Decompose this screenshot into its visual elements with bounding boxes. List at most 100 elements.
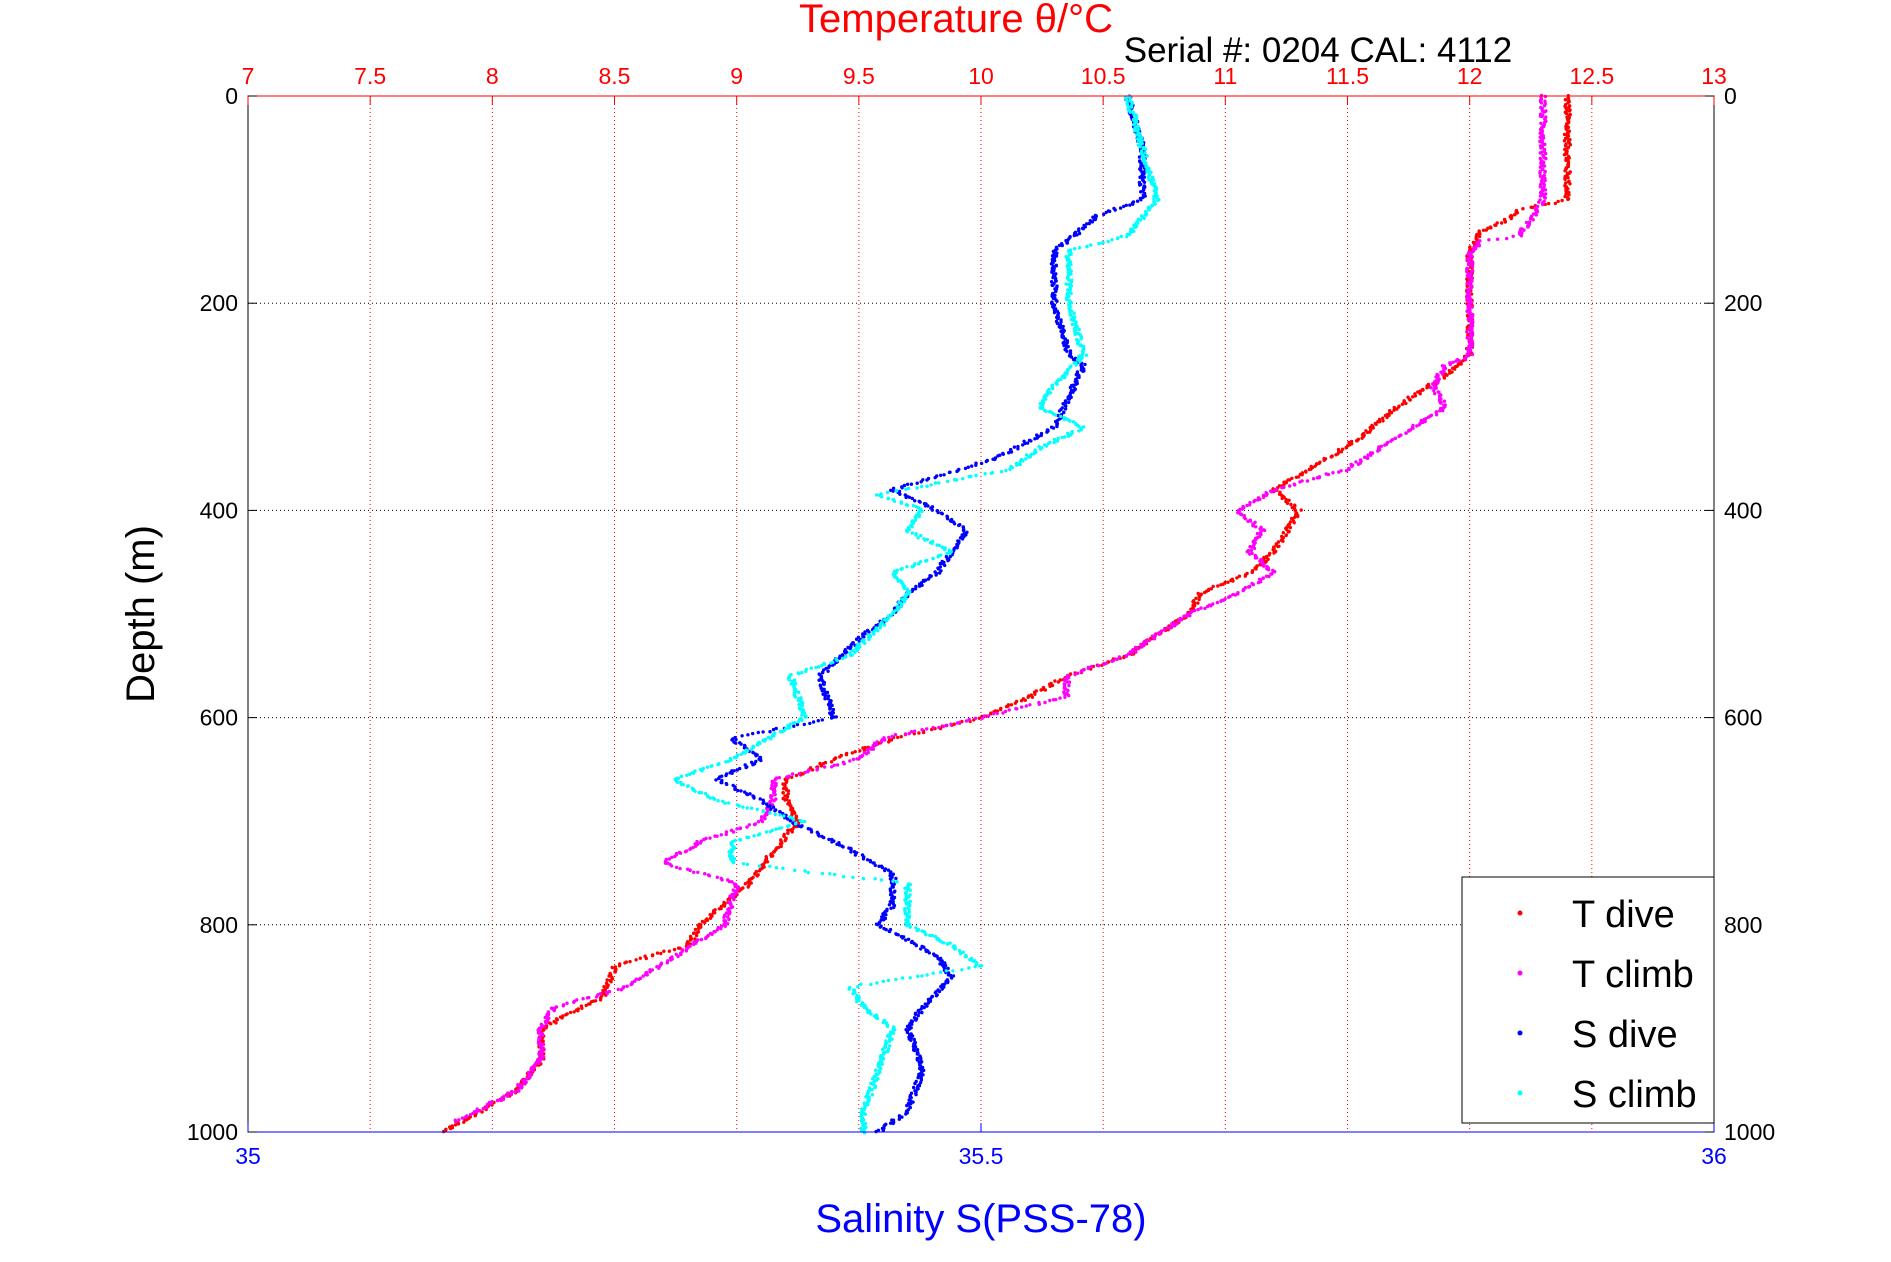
data-point bbox=[1329, 455, 1333, 459]
tick-label-depth-right: 200 bbox=[1724, 290, 1762, 316]
data-point bbox=[565, 1001, 569, 1005]
data-point bbox=[734, 756, 738, 760]
data-point bbox=[688, 847, 692, 851]
data-point bbox=[1393, 436, 1397, 441]
data-point bbox=[1470, 352, 1475, 357]
data-point bbox=[541, 1039, 545, 1043]
data-point bbox=[1085, 244, 1089, 249]
data-point bbox=[1383, 443, 1387, 447]
data-point bbox=[669, 958, 673, 962]
data-point bbox=[872, 632, 876, 636]
data-point bbox=[564, 1013, 568, 1017]
data-point bbox=[1448, 362, 1453, 367]
data-point bbox=[1135, 199, 1140, 203]
data-point bbox=[1125, 234, 1129, 239]
data-point bbox=[1563, 98, 1568, 102]
data-point bbox=[594, 995, 599, 999]
data-point bbox=[830, 765, 834, 769]
data-point bbox=[1289, 502, 1293, 507]
data-point bbox=[924, 949, 928, 954]
data-point bbox=[637, 977, 641, 981]
data-point bbox=[1058, 696, 1062, 700]
data-point bbox=[1067, 683, 1071, 688]
data-point bbox=[1442, 376, 1447, 380]
data-point bbox=[737, 804, 741, 808]
data-point bbox=[540, 1056, 544, 1061]
data-point bbox=[1529, 205, 1533, 209]
data-point bbox=[920, 974, 924, 978]
data-point bbox=[1365, 430, 1370, 435]
data-point bbox=[923, 504, 928, 508]
data-point bbox=[1144, 213, 1148, 217]
data-point bbox=[816, 719, 820, 723]
data-point bbox=[863, 1121, 867, 1126]
data-point bbox=[541, 1033, 545, 1037]
data-point bbox=[662, 949, 666, 953]
data-point bbox=[867, 1086, 872, 1090]
data-point bbox=[826, 669, 830, 673]
data-point bbox=[937, 481, 941, 485]
data-point bbox=[1024, 704, 1029, 708]
data-point bbox=[1429, 386, 1433, 390]
data-point bbox=[1237, 574, 1242, 578]
data-point bbox=[773, 792, 777, 797]
data-point bbox=[1543, 196, 1548, 200]
data-point bbox=[610, 977, 615, 981]
data-point bbox=[918, 500, 922, 504]
data-point bbox=[724, 773, 728, 778]
data-point bbox=[1472, 249, 1476, 253]
data-point bbox=[1046, 441, 1051, 446]
data-point bbox=[676, 946, 681, 950]
data-point bbox=[926, 504, 930, 508]
data-point bbox=[602, 985, 606, 989]
y-axis-label: Depth (m) bbox=[119, 525, 163, 703]
data-point bbox=[933, 475, 937, 480]
data-point bbox=[1083, 362, 1087, 367]
data-point bbox=[809, 666, 813, 670]
data-point bbox=[693, 937, 697, 941]
data-point bbox=[1102, 212, 1106, 217]
data-point bbox=[835, 763, 840, 767]
tick-label-depth-right: 400 bbox=[1724, 497, 1762, 523]
data-point bbox=[1254, 567, 1258, 571]
data-point bbox=[903, 732, 908, 736]
data-point bbox=[1056, 316, 1060, 321]
data-point bbox=[768, 864, 772, 868]
data-point bbox=[827, 837, 831, 842]
data-point bbox=[791, 821, 795, 825]
data-point bbox=[974, 463, 978, 467]
data-point bbox=[1062, 417, 1067, 422]
data-point bbox=[891, 486, 896, 490]
data-point bbox=[1061, 324, 1065, 329]
data-point bbox=[619, 988, 624, 992]
data-point bbox=[1538, 139, 1542, 144]
data-point bbox=[755, 874, 759, 878]
data-point bbox=[448, 1126, 453, 1131]
data-point bbox=[1251, 582, 1256, 587]
data-point bbox=[695, 839, 699, 844]
data-point bbox=[1056, 436, 1060, 441]
data-point bbox=[554, 1021, 558, 1025]
data-point bbox=[1276, 540, 1281, 544]
data-point bbox=[966, 465, 970, 469]
data-point bbox=[963, 955, 967, 959]
series-s-climb bbox=[673, 95, 1161, 1135]
tick-label-salinity: 35 bbox=[235, 1143, 261, 1169]
data-point bbox=[1288, 525, 1293, 530]
data-point bbox=[1012, 445, 1017, 449]
data-point bbox=[792, 724, 796, 728]
data-point bbox=[952, 478, 957, 482]
data-point bbox=[681, 783, 685, 787]
data-point bbox=[1261, 576, 1266, 580]
data-point bbox=[1541, 167, 1545, 172]
data-point bbox=[1418, 392, 1422, 396]
data-point bbox=[735, 827, 739, 831]
data-point bbox=[1081, 425, 1086, 429]
data-point bbox=[644, 956, 648, 961]
data-point bbox=[1337, 470, 1341, 474]
legend: T dive T climb S dive S climb bbox=[1461, 876, 1715, 1124]
data-point bbox=[963, 466, 968, 471]
data-point bbox=[1292, 521, 1296, 525]
data-point bbox=[1055, 251, 1059, 255]
data-point bbox=[1110, 238, 1114, 242]
